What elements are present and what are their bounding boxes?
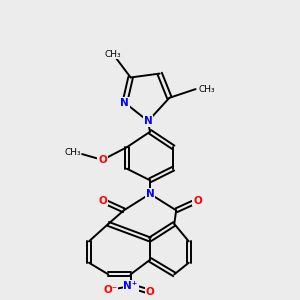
Text: N: N (120, 98, 129, 108)
Text: CH₃: CH₃ (199, 85, 215, 94)
Text: N: N (144, 116, 152, 126)
Text: N⁺: N⁺ (124, 281, 138, 291)
Text: O: O (98, 155, 107, 165)
Text: O⁻: O⁻ (103, 285, 117, 295)
Text: CH₃: CH₃ (105, 50, 122, 59)
Text: CH₃: CH₃ (64, 148, 81, 157)
Text: N: N (146, 189, 154, 199)
Text: O: O (98, 196, 107, 206)
Text: O: O (146, 287, 154, 297)
Text: O: O (193, 196, 202, 206)
